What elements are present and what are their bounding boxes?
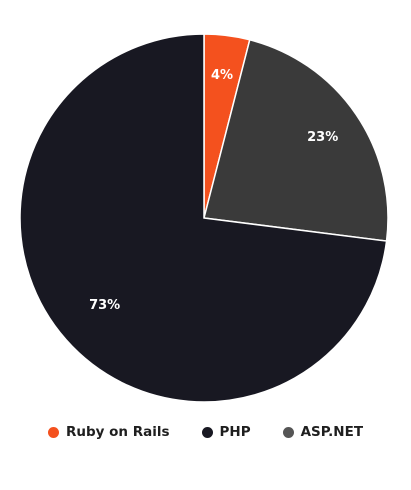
legend-swatch-ruby-on-rails	[47, 426, 59, 438]
legend-label-php: PHP	[219, 424, 251, 440]
legend-label-asp-net: ASP.NET	[300, 424, 364, 440]
legend-item-php[interactable]: PHP	[201, 424, 251, 440]
data-label-ruby-on-rails: 4%	[211, 68, 233, 83]
legend-item-ruby-on-rails[interactable]: Ruby on Rails	[47, 424, 170, 440]
legend: Ruby on Rails PHP ASP.NET	[0, 424, 411, 440]
pie-slice-php[interactable]	[19, 33, 388, 403]
data-label-php: 73%	[89, 298, 120, 313]
legend-swatch-php	[201, 426, 213, 438]
legend-item-asp-net[interactable]: ASP.NET	[282, 424, 364, 440]
legend-label-ruby-on-rails: Ruby on Rails	[65, 424, 170, 440]
pie-slice-asp-net[interactable]	[203, 38, 389, 242]
data-label-asp-net: 23%	[307, 130, 338, 145]
legend-swatch-asp-net	[282, 426, 294, 438]
